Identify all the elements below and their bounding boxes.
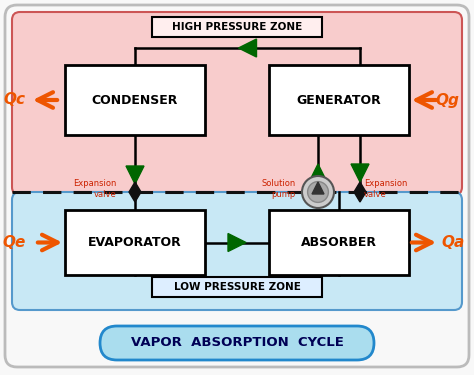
Text: Expansion
valve: Expansion valve bbox=[73, 179, 117, 199]
Bar bbox=[152, 277, 322, 297]
Text: Qa: Qa bbox=[441, 235, 465, 250]
Text: Expansion
valve: Expansion valve bbox=[364, 179, 407, 199]
Polygon shape bbox=[126, 166, 144, 184]
Polygon shape bbox=[309, 164, 327, 182]
Text: LOW PRESSURE ZONE: LOW PRESSURE ZONE bbox=[173, 282, 301, 292]
Text: HIGH PRESSURE ZONE: HIGH PRESSURE ZONE bbox=[172, 22, 302, 32]
Text: Solution
pump: Solution pump bbox=[262, 179, 296, 199]
Text: Qe: Qe bbox=[2, 235, 26, 250]
Polygon shape bbox=[238, 39, 256, 57]
Circle shape bbox=[302, 176, 334, 208]
Polygon shape bbox=[354, 182, 366, 202]
Text: EVAPORATOR: EVAPORATOR bbox=[88, 236, 182, 249]
FancyBboxPatch shape bbox=[5, 5, 469, 367]
Text: CONDENSER: CONDENSER bbox=[92, 93, 178, 106]
Bar bbox=[65, 210, 205, 275]
FancyBboxPatch shape bbox=[12, 12, 462, 195]
FancyBboxPatch shape bbox=[12, 192, 462, 310]
FancyBboxPatch shape bbox=[100, 326, 374, 360]
Circle shape bbox=[308, 182, 328, 203]
Bar bbox=[269, 65, 409, 135]
Bar bbox=[269, 210, 409, 275]
Text: ABSORBER: ABSORBER bbox=[301, 236, 377, 249]
Polygon shape bbox=[312, 182, 324, 194]
Text: VAPOR  ABSORPTION  CYCLE: VAPOR ABSORPTION CYCLE bbox=[130, 336, 344, 350]
Polygon shape bbox=[351, 164, 369, 182]
Polygon shape bbox=[228, 234, 246, 252]
Text: Qc: Qc bbox=[3, 93, 25, 108]
Bar bbox=[65, 65, 205, 135]
Text: GENERATOR: GENERATOR bbox=[297, 93, 382, 106]
Bar bbox=[152, 17, 322, 37]
Text: Qg: Qg bbox=[435, 93, 459, 108]
Polygon shape bbox=[129, 182, 141, 202]
